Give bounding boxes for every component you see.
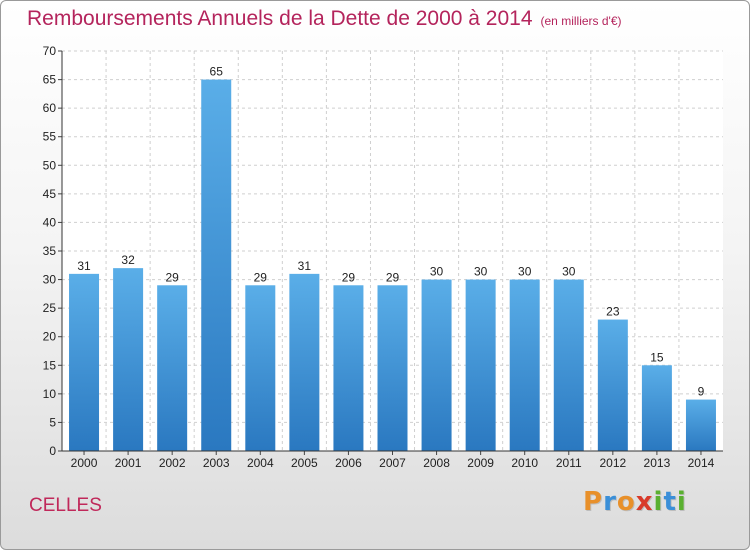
x-tick-label: 2003	[203, 456, 230, 470]
y-tick-label: 0	[49, 444, 56, 458]
value-label: 30	[474, 265, 488, 279]
y-tick-label: 50	[43, 158, 57, 172]
bar-2004	[245, 285, 276, 451]
x-tick-label: 2007	[379, 456, 406, 470]
chart-title: Remboursements Annuels de la Dette de 20…	[27, 7, 622, 31]
logo-letter: r	[603, 487, 617, 517]
bar-2005	[289, 273, 320, 451]
x-tick-label: 2004	[247, 456, 274, 470]
bar-2009	[465, 279, 496, 451]
value-label: 9	[698, 385, 705, 399]
bar-2014	[685, 399, 716, 451]
y-tick-label: 25	[43, 301, 57, 315]
logo-letter: x	[635, 487, 654, 517]
logo-letter: P	[583, 487, 604, 517]
x-tick-label: 2000	[71, 456, 98, 470]
logo-letter: i	[653, 487, 664, 517]
bars: 31 32 29 65 29 31 29 29 30 30 30 30 23 15 9	[69, 65, 716, 452]
value-label: 65	[210, 65, 224, 79]
y-tick-label: 60	[43, 101, 57, 115]
value-label: 29	[254, 270, 268, 284]
y-tick-label: 65	[43, 73, 57, 87]
commune-name: CELLES	[29, 495, 102, 516]
y-tick-label: 45	[43, 187, 57, 201]
y-tick-label: 40	[43, 215, 57, 229]
value-label: 15	[650, 350, 664, 364]
bar-2006	[333, 285, 364, 451]
y-tick-label: 30	[43, 273, 57, 287]
x-tick-label: 2001	[115, 456, 142, 470]
x-tick-label: 2013	[644, 456, 671, 470]
x-tick-label: 2006	[335, 456, 362, 470]
value-label: 29	[165, 270, 179, 284]
x-tick-label: 2012	[599, 456, 626, 470]
value-label: 31	[298, 259, 312, 273]
y-tick-label: 35	[43, 244, 57, 258]
axes: 0 5 10 15 20 25 30 35 40 45 50 55 60 65 70 2000 2001 2002…	[43, 44, 723, 470]
chart-title-text: Remboursements Annuels de la Dette de 20…	[27, 7, 533, 30]
y-tick-label: 15	[43, 358, 57, 372]
value-label: 31	[77, 259, 91, 273]
x-tick-label: 2014	[688, 456, 715, 470]
bar-2003	[201, 79, 232, 452]
x-tick-label: 2011	[556, 456, 582, 470]
logo-letter: t	[663, 487, 677, 517]
y-tick-label: 20	[43, 330, 57, 344]
value-label: 29	[342, 270, 356, 284]
value-label: 29	[386, 270, 400, 284]
value-label: 30	[562, 265, 576, 279]
bar-2012	[597, 319, 628, 451]
x-tick-label: 2010	[511, 456, 538, 470]
x-tick-label: 2009	[467, 456, 494, 470]
chart-subtitle: (en milliers d'€)	[540, 14, 622, 28]
x-tick-label: 2008	[423, 456, 450, 470]
bar-2002	[157, 285, 188, 451]
bar-2007	[377, 285, 408, 451]
y-tick-label: 55	[43, 130, 57, 144]
value-label: 30	[518, 265, 532, 279]
y-tick-label: 70	[43, 44, 57, 58]
proxiti-logo: Proxiti	[583, 487, 687, 517]
bar-2013	[641, 365, 672, 451]
value-label: 30	[430, 265, 444, 279]
y-tick-label: 5	[49, 415, 56, 429]
bar-2011	[553, 279, 584, 451]
bar-2008	[421, 279, 452, 451]
value-label: 32	[121, 253, 135, 267]
x-tick-label: 2005	[291, 456, 318, 470]
bar-2010	[509, 279, 540, 451]
y-tick-label: 10	[43, 387, 57, 401]
bar-2001	[113, 268, 144, 451]
bar-2000	[69, 273, 100, 451]
x-tick-label: 2002	[159, 456, 186, 470]
value-label: 23	[606, 305, 620, 319]
logo-letter: i	[676, 487, 687, 517]
logo-letter: o	[616, 487, 636, 517]
